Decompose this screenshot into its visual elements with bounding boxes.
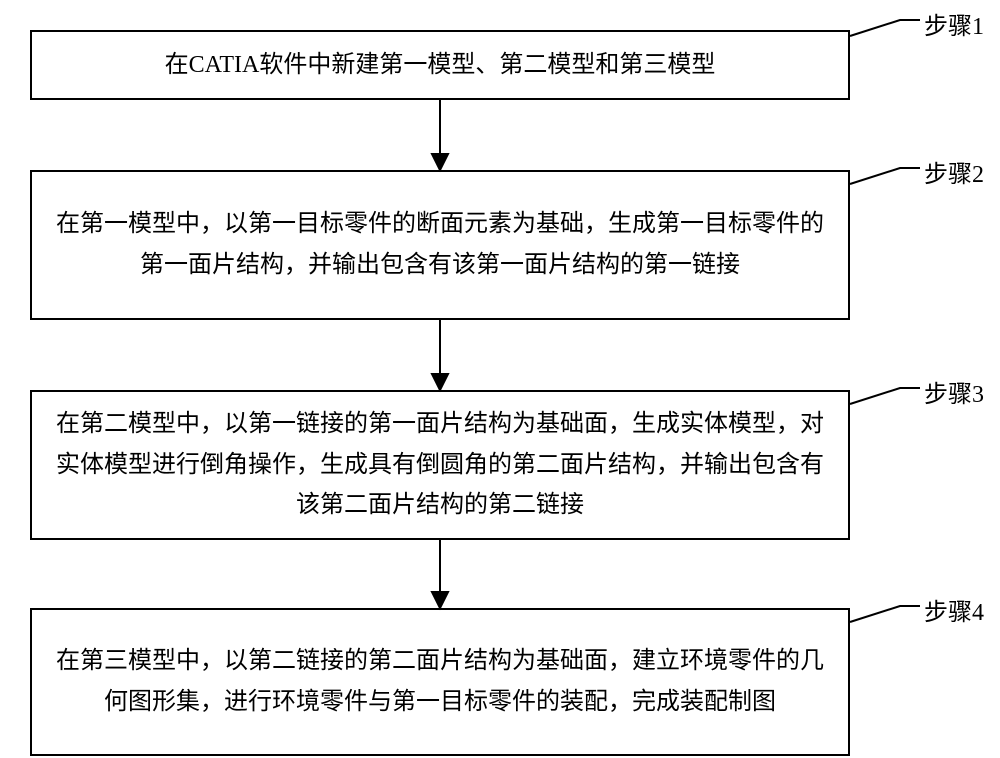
- flow-arrow: [0, 0, 1000, 758]
- flowchart-canvas: 在CATIA软件中新建第一模型、第二模型和第三模型步骤1在第一模型中，以第一目标…: [0, 0, 1000, 758]
